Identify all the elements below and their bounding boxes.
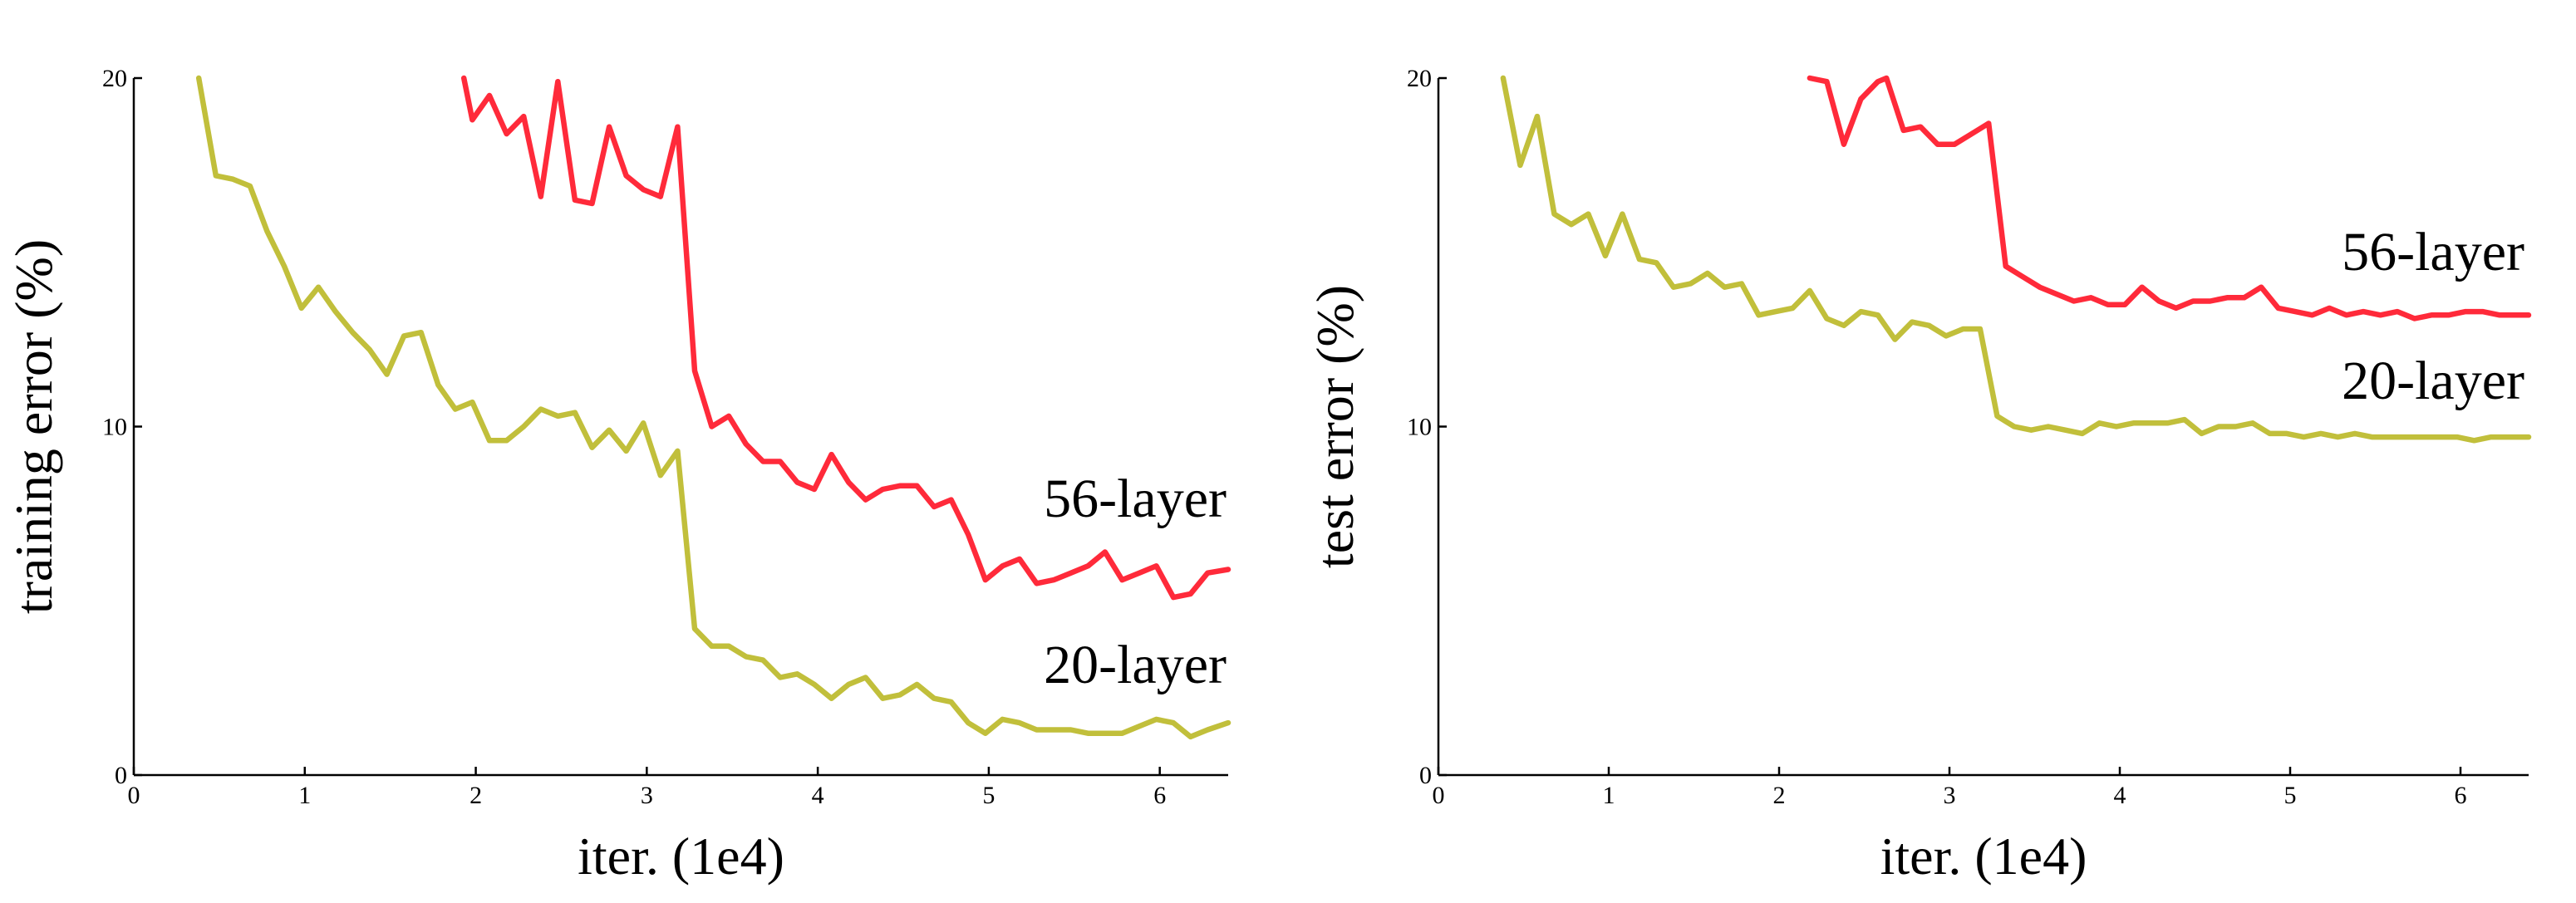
test-y-tick-label: 0 — [1419, 762, 1432, 789]
training-x-tick-label: 2 — [469, 782, 482, 809]
test-x-tick-label: 6 — [2455, 782, 2467, 809]
training-series-line-56-layer — [460, 75, 1231, 601]
test-series-line-20-layer — [1500, 75, 2532, 444]
training-x-tick-label: 4 — [812, 782, 824, 809]
test-x-tick-label: 5 — [2284, 782, 2297, 809]
training-x-tick-label: 1 — [298, 782, 311, 809]
training-x-tick-label: 6 — [1153, 782, 1166, 809]
training-y-tick-label: 20 — [102, 65, 127, 92]
training-series-label-56-layer: 56-layer — [1044, 469, 1227, 529]
test-x-tick-label: 3 — [1944, 782, 1956, 809]
training-series-label-20-layer: 20-layer — [1044, 635, 1227, 695]
test-error-chart: 0 1 2 3 4 5 6 0 10 20 iter. (1e4) test error (%) 56-… — [1305, 65, 2532, 886]
test-series-label-20-layer: 20-layer — [2342, 351, 2524, 411]
training-x-axis-title: iter. (1e4) — [578, 827, 784, 886]
training-series-line-20-layer — [195, 75, 1231, 740]
training-y-axis-title: training error (%) — [4, 239, 63, 614]
training-y-tick-label: 0 — [115, 762, 127, 789]
training-y-tick-label: 10 — [102, 414, 127, 441]
test-x-axis-title: iter. (1e4) — [1880, 827, 2087, 886]
training-error-chart: 0 1 2 3 4 5 6 0 10 20 iter. (1e4) training error (%… — [4, 65, 1231, 886]
test-x-tick-label: 4 — [2114, 782, 2126, 809]
training-x-tick-label: 0 — [128, 782, 140, 809]
test-series-line-56-layer — [1807, 75, 2532, 321]
training-x-tick-label: 5 — [982, 782, 995, 809]
test-y-tick-label: 10 — [1407, 414, 1432, 441]
test-y-axis-title: test error (%) — [1305, 285, 1364, 568]
test-x-tick-label: 0 — [1433, 782, 1445, 809]
test-y-tick-label: 20 — [1407, 65, 1432, 92]
test-series-label-56-layer: 56-layer — [2342, 222, 2524, 282]
test-x-tick-label: 2 — [1773, 782, 1786, 809]
training-x-tick-label: 3 — [641, 782, 653, 809]
test-x-tick-label: 1 — [1603, 782, 1615, 809]
